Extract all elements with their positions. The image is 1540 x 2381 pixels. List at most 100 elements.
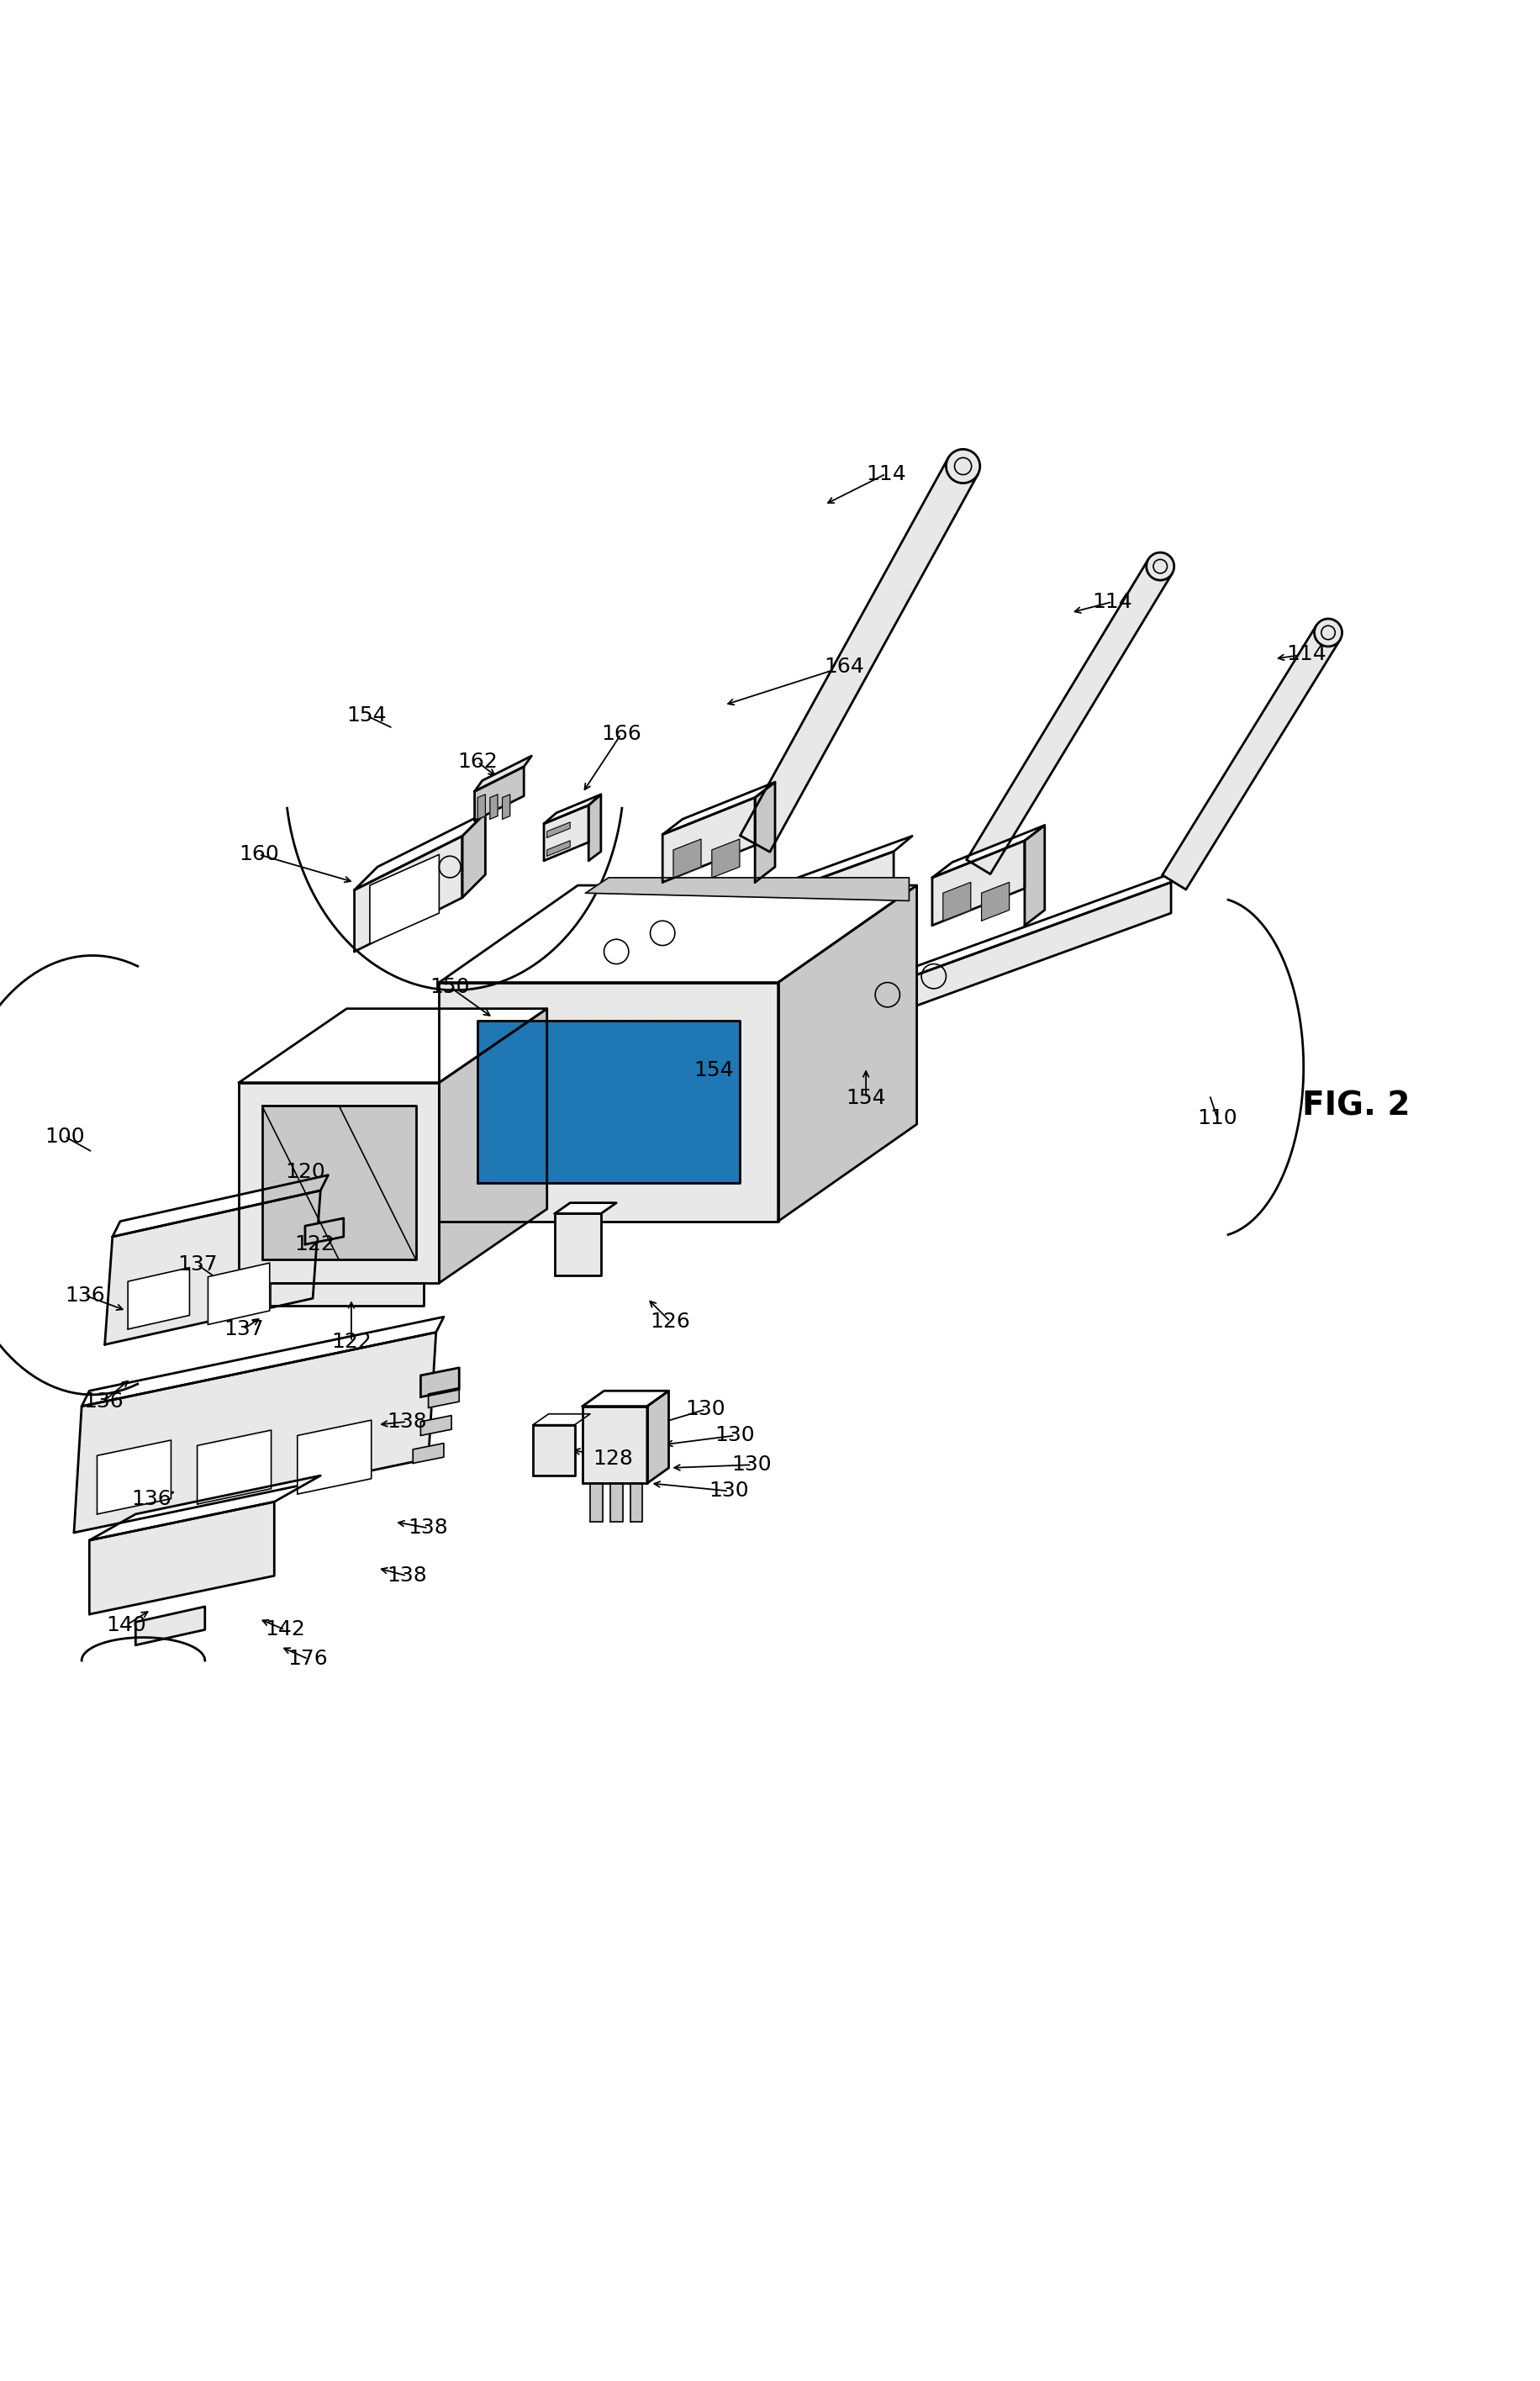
- Polygon shape: [74, 1333, 436, 1533]
- Polygon shape: [420, 1367, 459, 1398]
- Polygon shape: [262, 1105, 416, 1260]
- Polygon shape: [932, 840, 1024, 926]
- Polygon shape: [832, 883, 1170, 1036]
- Polygon shape: [370, 855, 439, 943]
- Polygon shape: [413, 1443, 444, 1464]
- Polygon shape: [128, 1267, 189, 1329]
- Polygon shape: [462, 812, 485, 898]
- Circle shape: [1314, 619, 1341, 648]
- Polygon shape: [305, 1219, 343, 1245]
- Polygon shape: [97, 1441, 171, 1514]
- Text: 122: 122: [331, 1331, 371, 1352]
- Text: 136: 136: [65, 1286, 105, 1305]
- Polygon shape: [547, 840, 570, 857]
- Polygon shape: [439, 886, 916, 983]
- Polygon shape: [711, 838, 739, 879]
- Text: 154: 154: [845, 1088, 885, 1107]
- Polygon shape: [582, 1407, 647, 1483]
- Polygon shape: [533, 1424, 574, 1476]
- Text: 136: 136: [131, 1488, 171, 1510]
- Polygon shape: [739, 457, 978, 852]
- Text: 154: 154: [346, 705, 387, 726]
- Polygon shape: [755, 781, 775, 883]
- Polygon shape: [554, 1214, 601, 1276]
- Polygon shape: [354, 812, 485, 890]
- Polygon shape: [136, 1607, 205, 1645]
- Text: 138: 138: [387, 1567, 427, 1586]
- Polygon shape: [477, 1021, 739, 1183]
- Text: 166: 166: [601, 724, 641, 745]
- Polygon shape: [554, 852, 893, 1005]
- Text: 114: 114: [1286, 645, 1326, 664]
- Polygon shape: [270, 1283, 424, 1307]
- Polygon shape: [590, 1483, 602, 1521]
- Polygon shape: [647, 1391, 668, 1483]
- Text: 160: 160: [239, 845, 279, 864]
- Polygon shape: [439, 1010, 547, 1283]
- Polygon shape: [239, 1010, 547, 1083]
- Text: 130: 130: [715, 1426, 755, 1445]
- Polygon shape: [208, 1262, 270, 1324]
- Polygon shape: [981, 883, 1009, 921]
- Polygon shape: [547, 821, 570, 838]
- Text: 130: 130: [708, 1481, 748, 1500]
- Text: FIG. 2: FIG. 2: [1301, 1090, 1409, 1121]
- Polygon shape: [544, 805, 588, 860]
- Polygon shape: [673, 838, 701, 879]
- Polygon shape: [588, 795, 601, 860]
- Text: 138: 138: [408, 1519, 448, 1538]
- Text: 120: 120: [285, 1162, 325, 1181]
- Text: 150: 150: [430, 976, 470, 998]
- Text: 128: 128: [593, 1448, 633, 1469]
- Polygon shape: [474, 755, 531, 790]
- Polygon shape: [490, 795, 497, 819]
- Polygon shape: [554, 836, 912, 974]
- Polygon shape: [197, 1431, 271, 1505]
- Polygon shape: [630, 1483, 642, 1521]
- Polygon shape: [554, 1202, 616, 1214]
- Text: 137: 137: [177, 1255, 217, 1274]
- Text: 130: 130: [685, 1400, 725, 1419]
- Circle shape: [1146, 552, 1173, 581]
- Polygon shape: [585, 879, 909, 900]
- Polygon shape: [477, 795, 485, 819]
- Polygon shape: [112, 1176, 328, 1236]
- Polygon shape: [474, 767, 524, 821]
- Text: 140: 140: [106, 1614, 146, 1636]
- Polygon shape: [778, 886, 916, 1221]
- Text: 154: 154: [693, 1060, 733, 1081]
- Polygon shape: [502, 795, 510, 819]
- Polygon shape: [1161, 626, 1340, 890]
- Polygon shape: [942, 883, 970, 921]
- Circle shape: [946, 450, 979, 483]
- Polygon shape: [420, 1414, 451, 1436]
- Polygon shape: [544, 795, 601, 824]
- Text: 137: 137: [223, 1319, 263, 1338]
- Polygon shape: [105, 1190, 320, 1345]
- Polygon shape: [89, 1476, 320, 1541]
- Polygon shape: [1024, 826, 1044, 926]
- Polygon shape: [439, 983, 778, 1221]
- Polygon shape: [89, 1502, 274, 1614]
- Polygon shape: [239, 1083, 439, 1283]
- Text: 126: 126: [650, 1312, 690, 1331]
- Text: 164: 164: [824, 657, 864, 676]
- Polygon shape: [610, 1483, 622, 1521]
- Text: 130: 130: [732, 1455, 772, 1474]
- Text: 142: 142: [265, 1619, 305, 1641]
- Polygon shape: [297, 1419, 371, 1495]
- Polygon shape: [428, 1388, 459, 1407]
- Polygon shape: [582, 1391, 668, 1407]
- Text: 162: 162: [457, 752, 497, 771]
- Polygon shape: [932, 826, 1044, 879]
- Polygon shape: [662, 781, 775, 833]
- Text: 114: 114: [1092, 593, 1132, 612]
- Text: 100: 100: [45, 1126, 85, 1148]
- Polygon shape: [832, 867, 1189, 1005]
- Text: 114: 114: [865, 464, 906, 483]
- Text: 176: 176: [288, 1650, 328, 1669]
- Polygon shape: [82, 1317, 444, 1407]
- Text: 136: 136: [83, 1391, 123, 1412]
- Polygon shape: [354, 836, 462, 952]
- Polygon shape: [662, 798, 755, 883]
